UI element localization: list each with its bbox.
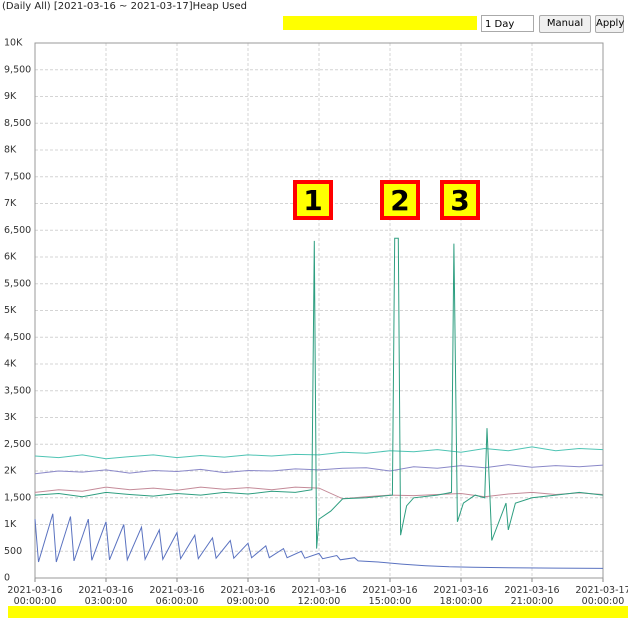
- y-tick-label: 9K: [4, 91, 17, 102]
- x-tick-label: 2021-03-17 00:00:00: [575, 585, 628, 607]
- manual-button[interactable]: Manual: [539, 15, 591, 33]
- y-tick-label: 6K: [4, 252, 17, 263]
- x-tick-label: 2021-03-16 03:00:00: [78, 585, 134, 607]
- x-tick-label: 2021-03-16 09:00:00: [220, 585, 276, 607]
- plot-frame: [34, 42, 604, 579]
- y-tick-label: 1K: [4, 519, 17, 530]
- y-tick-label: 9,500: [4, 64, 31, 75]
- y-tick-label: 3K: [4, 412, 17, 423]
- y-tick-label: 2,500: [4, 439, 31, 450]
- annotation: 1: [293, 180, 333, 220]
- y-tick-label: 5,500: [4, 278, 31, 289]
- redaction: [283, 16, 477, 30]
- annotation: 3: [440, 180, 480, 220]
- y-tick-label: 0: [4, 573, 10, 584]
- series-line: [34, 464, 604, 475]
- x-tick-label: 2021-03-16 18:00:00: [433, 585, 489, 607]
- y-tick-label: 2K: [4, 466, 17, 477]
- y-tick-label: 7K: [4, 198, 17, 209]
- y-tick-label: 8,500: [4, 118, 31, 129]
- series-line: [34, 237, 604, 549]
- y-tick-label: 7,500: [4, 171, 31, 182]
- x-tick-label: 2021-03-16 00:00:00: [7, 585, 63, 607]
- x-tick-label: 2021-03-16 21:00:00: [504, 585, 560, 607]
- x-tick-label: 2021-03-16 12:00:00: [291, 585, 347, 607]
- y-tick-label: 6,500: [4, 225, 31, 236]
- y-tick-label: 500: [4, 546, 22, 557]
- y-tick-label: 1,500: [4, 492, 31, 503]
- y-tick-label: 4,500: [4, 332, 31, 343]
- y-tick-label: 4K: [4, 359, 17, 370]
- y-tick-label: 5K: [4, 305, 17, 316]
- series-line: [34, 446, 604, 460]
- x-tick-label: 2021-03-16 06:00:00: [149, 585, 205, 607]
- y-tick-label: 10K: [4, 38, 23, 49]
- x-tick-label: 2021-03-16 15:00:00: [362, 585, 418, 607]
- title: (Daily All) [2021-03-16 ~ 2021-03-17]Hea…: [2, 1, 247, 12]
- redaction: [8, 606, 628, 618]
- y-tick-label: 3,500: [4, 385, 31, 396]
- period-select[interactable]: 1 Day: [481, 15, 534, 32]
- series-line: [34, 513, 604, 569]
- annotation: 2: [380, 180, 420, 220]
- apply-button[interactable]: Apply: [595, 15, 624, 33]
- series-line: [34, 486, 604, 500]
- y-tick-label: 8K: [4, 145, 17, 156]
